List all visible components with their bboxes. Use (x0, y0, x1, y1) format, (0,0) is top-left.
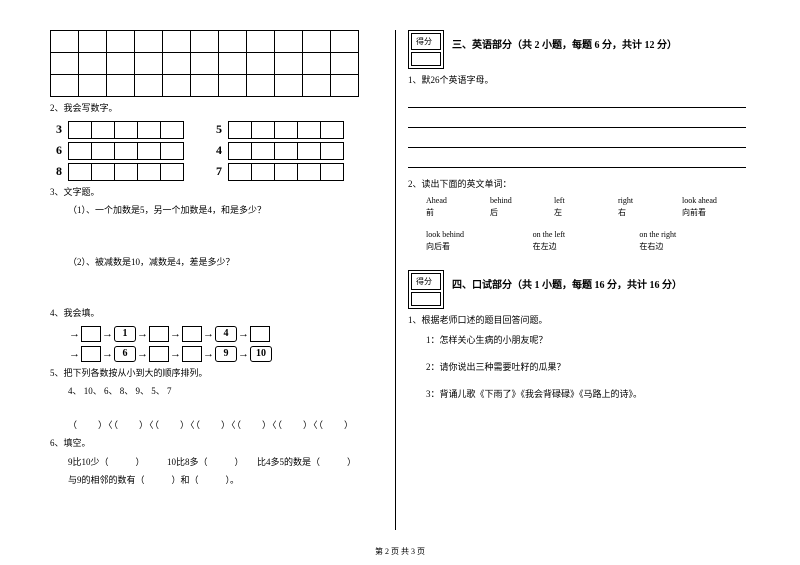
sec3-q2: 2、读出下面的英文单词： (408, 178, 746, 192)
flow-box: 1 (114, 326, 136, 342)
en-word: behind (490, 196, 554, 205)
score-label: 得分 (411, 33, 441, 50)
q6-title: 6、填空。 (50, 437, 383, 451)
flow-box: 9 (215, 346, 237, 362)
num-label: 5 (210, 122, 228, 137)
flow-box[interactable] (182, 346, 202, 362)
q2-title: 2、我会写数字。 (50, 102, 383, 116)
score-label: 得分 (411, 273, 441, 290)
num-label: 4 (210, 143, 228, 158)
num-cells[interactable] (68, 121, 184, 139)
num-label: 8 (50, 164, 68, 179)
arrow-icon: → (69, 348, 80, 360)
flow-box[interactable] (149, 326, 169, 342)
num-label: 7 (210, 164, 228, 179)
sec3-q1: 1、默26个英语字母。 (408, 74, 746, 88)
cn-word: 在左边 (533, 241, 640, 252)
flow-box[interactable] (81, 326, 101, 342)
num-cells[interactable] (68, 142, 184, 160)
arrow-icon: → (69, 328, 80, 340)
q5-blanks[interactable]: （ ）〈（ ）〈（ ）〈（ ）〈（ ）〈（ ）〈（ ） (50, 419, 383, 433)
q3-title: 3、文字题。 (50, 186, 383, 200)
arrow-icon: → (170, 348, 181, 360)
q6-line-2[interactable]: 与9的相邻的数有（ ）和（ ）。 (50, 474, 383, 488)
num-cells[interactable] (228, 121, 344, 139)
arrow-icon: → (137, 328, 148, 340)
sec4-q1-2: 2：请你说出三种需要吐籽的瓜果？ (408, 360, 746, 373)
q3-2: （2）、被减数是10，减数是4，差是多少？ (50, 256, 383, 270)
section-4-title: 四、口试部分（共 1 小题，每题 16 分，共计 16 分） (452, 270, 682, 291)
arrow-icon: → (203, 348, 214, 360)
arrow-icon: → (137, 348, 148, 360)
sec4-q1: 1、根据老师口述的题目回答问题。 (408, 314, 746, 328)
cn-word: 后 (490, 207, 554, 218)
flow-row-2: → →6 → → →9 →10 (68, 346, 383, 362)
flow-box: 10 (250, 346, 272, 362)
num-cells[interactable] (68, 163, 184, 181)
sec4-q1-3: 3：背诵儿歌《下雨了》《我会背碌碌》《马路上的诗》。 (408, 387, 746, 400)
en-word: on the right (639, 230, 746, 239)
flow-box[interactable] (250, 326, 270, 342)
q6-line-1[interactable]: 9比10少（ ） 10比8多（ ） 比4多5的数是（ ） (50, 456, 383, 470)
en-word: look ahead (682, 196, 746, 205)
right-column: 得分 三、英语部分（共 2 小题，每题 6 分，共计 12 分） 1、默26个英… (396, 30, 746, 530)
num-row: 8 7 (50, 163, 383, 181)
section-4-header: 得分 四、口试部分（共 1 小题，每题 16 分，共计 16 分） (408, 270, 746, 309)
q5-title: 5、把下列各数按从小到大的顺序排列。 (50, 367, 383, 381)
en-word: on the left (533, 230, 640, 239)
english-row: look behind on the left on the right (408, 230, 746, 239)
en-word: left (554, 196, 618, 205)
num-label: 3 (50, 122, 68, 137)
arrow-icon: → (238, 328, 249, 340)
cn-word: 在右边 (639, 241, 746, 252)
section-3-header: 得分 三、英语部分（共 2 小题，每题 6 分，共计 12 分） (408, 30, 746, 69)
score-box: 得分 (408, 270, 444, 309)
arrow-icon: → (102, 328, 113, 340)
score-box: 得分 (408, 30, 444, 69)
score-cell[interactable] (411, 292, 441, 306)
answer-line[interactable] (408, 114, 746, 128)
section-3-title: 三、英语部分（共 2 小题，每题 6 分，共计 12 分） (452, 30, 677, 51)
flow-box[interactable] (81, 346, 101, 362)
num-cells[interactable] (228, 142, 344, 160)
chinese-row: 向后看 在左边 在右边 (408, 241, 746, 252)
score-cell[interactable] (411, 52, 441, 66)
num-row: 6 4 (50, 142, 383, 160)
page: 2、我会写数字。 3 5 6 4 8 7 3、文字题。 （1）、一个加数是5，另… (0, 0, 800, 565)
left-column: 2、我会写数字。 3 5 6 4 8 7 3、文字题。 （1）、一个加数是5，另… (50, 30, 395, 530)
en-word: right (618, 196, 682, 205)
page-footer: 第 2 页 共 3 页 (0, 546, 800, 557)
num-row: 3 5 (50, 121, 383, 139)
flow-box: 6 (114, 346, 136, 362)
flow-row-1: → →1 → → →4 → (68, 326, 383, 342)
arrow-icon: → (170, 328, 181, 340)
q3-1: （1）、一个加数是5，另一个加数是4，和是多少？ (50, 204, 383, 218)
flow-box[interactable] (149, 346, 169, 362)
q4-title: 4、我会填。 (50, 307, 383, 321)
cn-word: 前 (426, 207, 490, 218)
number-writing-block: 3 5 6 4 8 7 (50, 121, 383, 181)
num-cells[interactable] (228, 163, 344, 181)
arrow-icon: → (238, 348, 249, 360)
arrow-icon: → (203, 328, 214, 340)
cn-word: 向前看 (682, 207, 746, 218)
arrow-icon: → (102, 348, 113, 360)
cn-word: 向后看 (426, 241, 533, 252)
cn-word: 右 (618, 207, 682, 218)
q5-numbers: 4、 10、 6、 8、 9、 5、 7 (50, 385, 383, 399)
num-label: 6 (50, 143, 68, 158)
en-word: Ahead (426, 196, 490, 205)
answer-line[interactable] (408, 134, 746, 148)
flow-box: 4 (215, 326, 237, 342)
sec4-q1-1: 1：怎样关心生病的小朋友呢？ (408, 333, 746, 346)
cn-word: 左 (554, 207, 618, 218)
top-grid (50, 30, 359, 97)
answer-line[interactable] (408, 154, 746, 168)
english-row: Ahead behind left right look ahead (408, 196, 746, 205)
en-word: look behind (426, 230, 533, 239)
chinese-row: 前 后 左 右 向前看 (408, 207, 746, 218)
columns: 2、我会写数字。 3 5 6 4 8 7 3、文字题。 （1）、一个加数是5，另… (50, 30, 750, 530)
flow-box[interactable] (182, 326, 202, 342)
answer-line[interactable] (408, 94, 746, 108)
